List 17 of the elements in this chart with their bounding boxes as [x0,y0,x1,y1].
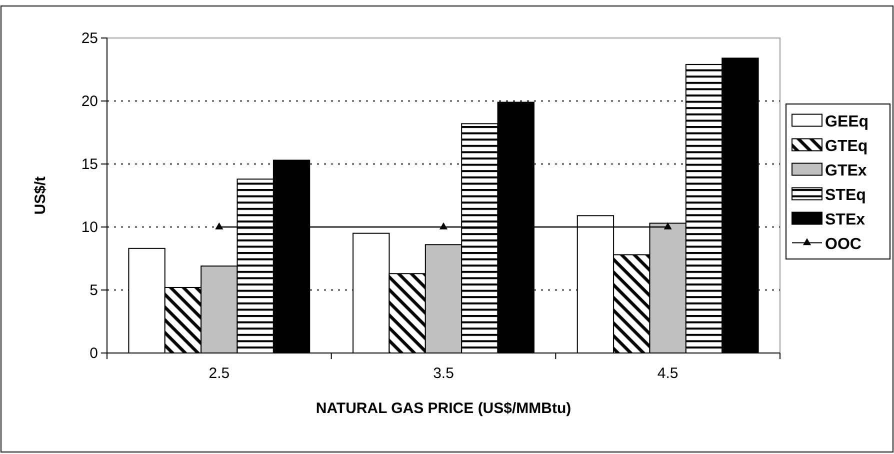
legend-label: OOC [825,236,862,253]
legend-label: GEEq [825,113,869,130]
y-tick-label: 10 [81,218,98,236]
legend-label: STEq [825,186,866,204]
y-tick-label: 20 [81,92,98,110]
legend-label: GTEq [825,138,868,155]
y-tick-label: 5 [90,282,98,299]
x-tick-label: 4.5 [657,365,678,382]
y-tick-label: 25 [81,30,98,47]
x-axis-title: NATURAL GAS PRICE (US$/MMBtu) [316,400,572,417]
x-tick-label: 2.5 [208,365,230,382]
y-axis-title: US$/t [32,176,49,215]
legend-label: GTEx [825,162,867,180]
y-tick-label: 15 [81,156,98,173]
y-tick-label: 0 [90,344,98,362]
legend-label: STEx [825,211,866,228]
x-tick-label: 3.5 [433,365,454,382]
